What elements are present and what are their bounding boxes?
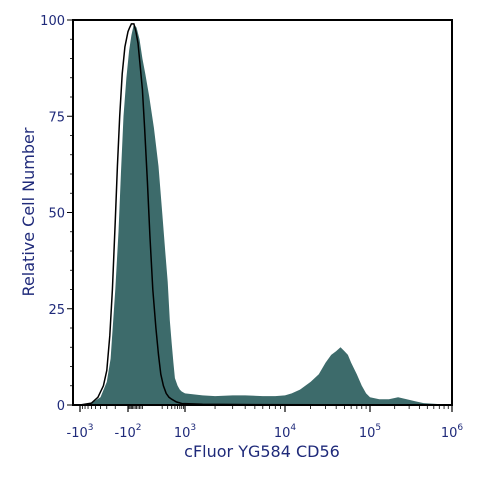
x-tick-label-base: -10 <box>67 426 88 441</box>
x-tick-label-exponent: 4 <box>290 423 296 433</box>
x-tick-label-exponent: 5 <box>375 423 381 433</box>
x-axis: -103 -102 103 104 105 106 <box>67 405 464 441</box>
x-tick-label: 105 <box>359 423 381 441</box>
x-tick-label-exponent: 2 <box>136 423 142 433</box>
y-tick-label: 100 <box>40 14 65 29</box>
x-tick-label: 103 <box>174 423 196 441</box>
plot-series <box>73 23 453 406</box>
x-axis-title: cFluor YG584 CD56 <box>184 442 340 461</box>
x-tick-label-exponent: 6 <box>457 423 463 433</box>
x-tick-label-base: 10 <box>274 426 291 441</box>
histogram-filled-series <box>73 23 452 406</box>
y-axis: 0 25 50 75 100 <box>40 14 73 414</box>
y-tick-label: 25 <box>48 303 65 318</box>
y-tick-label: 75 <box>48 110 65 125</box>
histogram-outline-series <box>79 23 453 406</box>
x-tick-label-base: 10 <box>174 426 191 441</box>
x-tick-label-base: 10 <box>359 426 376 441</box>
y-axis-title: Relative Cell Number <box>19 127 38 296</box>
x-tick-label: 104 <box>274 423 297 441</box>
x-tick-label: 106 <box>441 423 464 441</box>
y-tick-label: 50 <box>48 207 65 222</box>
x-tick-label-exponent: 3 <box>190 423 196 433</box>
y-tick-label: 0 <box>57 399 65 414</box>
x-tick-label-base: 10 <box>441 426 458 441</box>
x-tick-label: -103 <box>67 423 94 441</box>
x-tick-label: -102 <box>115 423 142 441</box>
x-tick-label-base: -10 <box>115 426 136 441</box>
x-tick-label-exponent: 3 <box>88 423 94 433</box>
